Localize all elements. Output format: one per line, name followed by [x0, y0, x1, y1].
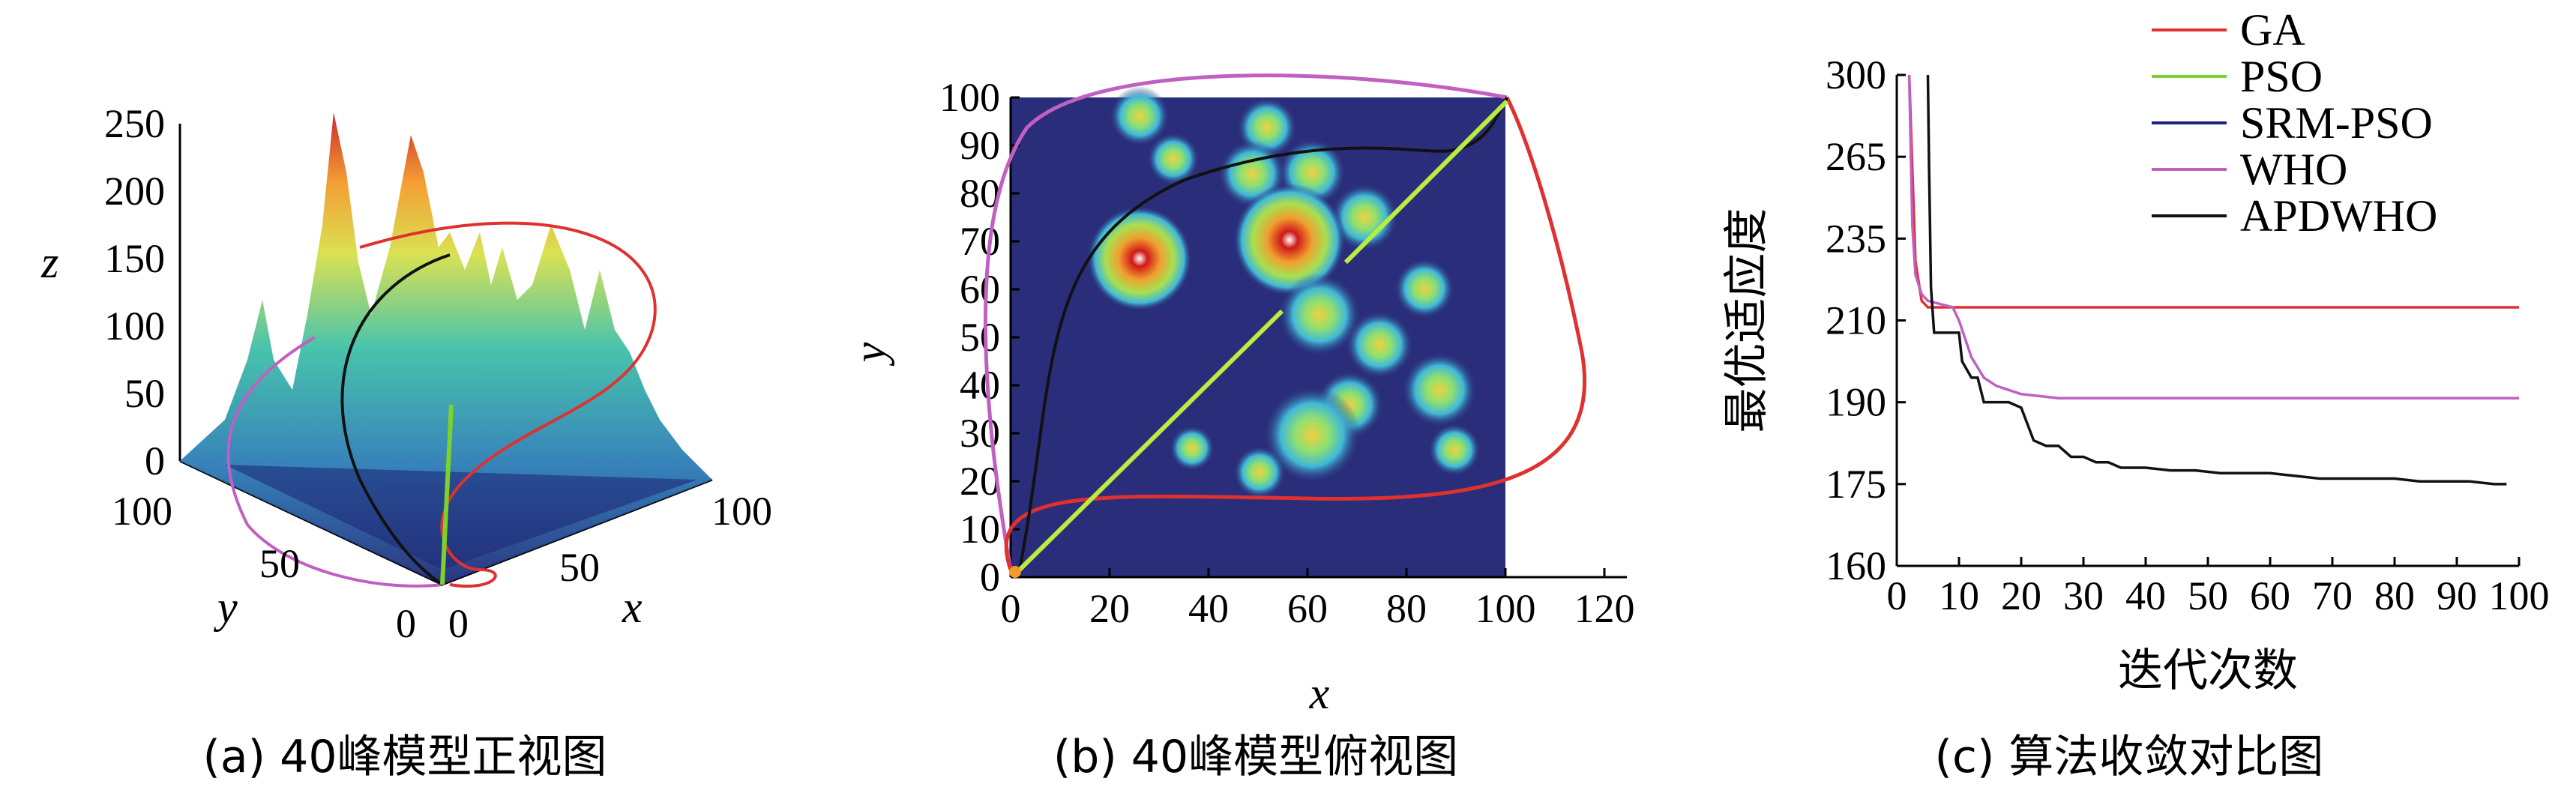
x-axis-label: x	[1309, 669, 1330, 718]
path-apdwho-top	[1018, 97, 1508, 570]
y-tick-label: 190	[1826, 380, 1886, 425]
path-ga-top	[1004, 96, 1587, 570]
x-axis-label: x	[622, 582, 643, 632]
panel-top-view: 0 20 40 60 80 100 120 0 10 20 30 40 50 60 70 80 90 100 x…	[810, 0, 1672, 799]
z-tick-label: 100	[104, 304, 165, 349]
y-tick-label: 60	[960, 267, 1000, 312]
legend-label-who: WHO	[2240, 145, 2347, 194]
y-tick-label: 80	[960, 171, 1000, 216]
x-tick-label: 40	[1188, 586, 1229, 631]
x-tick-label: 0	[1001, 586, 1021, 631]
y-tick-label: 160	[1826, 543, 1886, 588]
legend-label-apdwho: APDWHO	[2240, 191, 2437, 241]
x-tick-label: 90	[2437, 573, 2477, 618]
z-axis-label: z	[40, 238, 58, 287]
x-tick-label: 0	[1887, 573, 1907, 618]
y-tick-label: 100	[939, 75, 1000, 120]
path-apdwho-3d	[340, 253, 451, 586]
y-tick-label: 0	[980, 555, 1000, 600]
x-tick-label: 60	[2250, 573, 2290, 618]
x-tick-label: 50	[559, 545, 600, 590]
y-tick-labels: 160 175 190 210 235 265 300	[1826, 52, 1906, 588]
y-tick-label: 175	[1826, 462, 1886, 507]
y-tick-label: 10	[960, 507, 1000, 552]
x-tick-label: 40	[2125, 573, 2166, 618]
surface-base-shadow	[225, 465, 697, 570]
series-who-line	[1907, 74, 2519, 400]
y-tick-label: 0	[396, 601, 416, 646]
x-tick-label: 80	[2374, 573, 2415, 618]
y-tick-label: 40	[960, 363, 1000, 408]
series-apdwho-line	[1926, 74, 2507, 486]
start-point-marker	[1009, 566, 1021, 578]
caption-b: (b) 40峰模型俯视图	[1053, 731, 1458, 783]
y-axis-label: y	[213, 582, 238, 632]
series-ga-line	[1907, 74, 2519, 309]
x-tick-label: 50	[2188, 573, 2228, 618]
x-tick-label: 20	[2001, 573, 2041, 618]
y-tick-label: 50	[960, 315, 1000, 360]
x-tick-labels: 0 10 20 30 40 50 60 70 80 90 100	[1887, 557, 2550, 618]
path-pso-top-b	[1343, 99, 1509, 265]
legend-label-ga: GA	[2240, 5, 2305, 55]
heatmap-peaks	[1087, 86, 1481, 498]
x-tick-label: 30	[2063, 573, 2104, 618]
y-tick-label: 50	[259, 541, 300, 586]
x-tick-label: 10	[1939, 573, 1979, 618]
x-tick-label: 120	[1574, 586, 1635, 631]
series-lines	[1907, 74, 2519, 486]
y-tick-label: 235	[1826, 216, 1886, 261]
x-axis-label: 迭代次数	[2118, 645, 2298, 697]
x-tick-label: 80	[1386, 586, 1427, 631]
x-tick-label: 100	[1475, 586, 1536, 631]
surface-mountains	[180, 112, 712, 585]
z-tick-label: 200	[104, 169, 165, 214]
convergence-line-chart: 0 10 20 30 40 50 60 70 80 90 100 160 175 190 210 235 26…	[1721, 5, 2550, 783]
panel-3d-front-view: 0 50 100 150 200 250 100 50 0 0 50 100 z y x (a) …	[0, 0, 810, 799]
y-tick-label: 100	[112, 489, 172, 534]
x-tick-label: 0	[448, 601, 469, 646]
y-axis-label: 最优适应度	[1721, 208, 1773, 433]
z-tick-labels: 0 50 100 150 200 250	[104, 101, 165, 483]
caption-c: (c) 算法收敛对比图	[1935, 731, 2324, 783]
x-tick-label: 70	[2312, 573, 2353, 618]
legend-label-pso: PSO	[2240, 52, 2323, 101]
y-tick-label: 210	[1826, 298, 1886, 343]
y-tick-label: 265	[1826, 134, 1886, 179]
surface-3d-plot: 0 50 100 150 200 250 100 50 0 0 50 100 z y x (a) …	[40, 101, 772, 783]
legend-label-srm-pso: SRM-PSO	[2240, 98, 2433, 148]
x-tick-label: 60	[1287, 586, 1328, 631]
z-tick-label: 250	[104, 101, 165, 146]
z-tick-label: 0	[145, 438, 165, 483]
x-tick-labels: 0 50 100	[448, 489, 772, 646]
y-tick-label: 90	[960, 123, 1000, 168]
z-tick-label: 150	[104, 236, 165, 281]
x-tick-label: 20	[1089, 586, 1130, 631]
y-axis-label: y	[845, 342, 894, 367]
x-tick-label: 100	[711, 489, 772, 534]
x-tick-labels: 0 20 40 60 80 100 120	[1001, 568, 1635, 631]
caption-a: (a) 40峰模型正视图	[202, 731, 607, 783]
path-pso-top-a	[1014, 309, 1284, 576]
path-who-top	[984, 73, 1508, 570]
path-who-3d	[226, 336, 443, 588]
x-tick-label: 100	[2489, 573, 2550, 618]
y-tick-labels: 100 50 0	[112, 489, 416, 646]
path-pso-3d	[440, 404, 454, 585]
y-tick-label: 300	[1826, 52, 1886, 97]
path-ga-3d	[359, 221, 657, 588]
z-tick-label: 50	[124, 371, 165, 416]
panel-convergence-chart: 0 10 20 30 40 50 60 70 80 90 100 160 175 190 210 235 26…	[1672, 0, 2576, 799]
